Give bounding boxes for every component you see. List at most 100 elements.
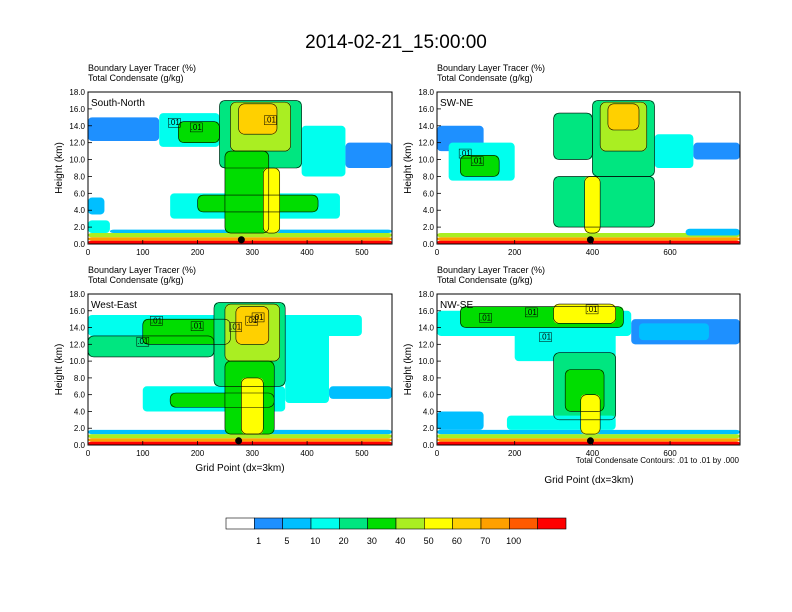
y-tick-label: 14.0: [69, 122, 85, 131]
y-tick-label: 10.0: [69, 156, 85, 165]
condensate-contour: [460, 306, 624, 328]
y-tick-label: 4.0: [423, 206, 435, 215]
y-tick-label: 0.0: [74, 240, 86, 249]
x-tick-label: 600: [663, 248, 677, 257]
y-tick-label: 10.0: [69, 357, 85, 366]
tracer-region: [241, 377, 264, 435]
contour-label-box: [525, 307, 538, 318]
contour-label-box: [229, 322, 242, 332]
tracer-region: [685, 228, 740, 236]
tracer-region: [142, 319, 231, 345]
panel-header-tracer: Boundary Layer Tracer (%): [88, 265, 196, 275]
contour-label-box: [168, 117, 181, 128]
contour-note: Total Condensate Contours: .01 to .01 by…: [576, 456, 740, 465]
y-tick-label: 6.0: [423, 189, 435, 198]
y-axis-label: Height (km): [403, 344, 414, 396]
contour-label: .01: [191, 123, 203, 132]
tracer-region: [88, 233, 392, 238]
x-tick-label: 300: [246, 248, 260, 257]
y-tick-label: 6.0: [423, 391, 435, 400]
condensate-contour: [238, 103, 278, 135]
tracer-region: [639, 323, 709, 341]
x-tick-label: 0: [86, 248, 91, 257]
y-axis-label: Height (km): [54, 142, 65, 194]
contour-label: .01: [460, 149, 472, 158]
tracer-region: [580, 394, 601, 435]
y-tick-label: 18.0: [418, 88, 434, 97]
colorbar-segment: [395, 517, 425, 530]
contour-label-box: [479, 313, 492, 323]
tracer-region: [584, 176, 601, 234]
tracer-region: [345, 142, 392, 168]
contour-label-box: [136, 336, 150, 347]
panel-label: South-North: [91, 98, 145, 109]
condensate-contour: [213, 302, 286, 387]
colorbar-segment: [282, 517, 312, 530]
colorbar-label: 5: [284, 536, 289, 546]
x-tick-label: 100: [136, 449, 150, 458]
contour-label-box: [458, 148, 472, 159]
contour-label: .01: [192, 322, 204, 331]
x-tick-label: 0: [435, 248, 440, 257]
tracer-region: [263, 168, 280, 234]
tracer-region: [88, 220, 110, 234]
y-tick-label: 2.0: [74, 424, 86, 433]
tracer-region: [437, 233, 740, 238]
condensate-contour: [219, 100, 302, 169]
contour-label: .01: [472, 157, 484, 166]
y-tick-label: 12.0: [418, 340, 434, 349]
figure-title: 2014-02-21_15:00:00: [305, 32, 487, 53]
x-tick-label: 100: [136, 248, 150, 257]
tracer-region: [654, 134, 694, 168]
y-tick-label: 0.0: [423, 240, 435, 249]
colorbar-segment: [452, 517, 482, 530]
contour-label-box: [190, 321, 204, 331]
panel-label: West-East: [91, 300, 137, 311]
y-axis-label: Height (km): [403, 142, 414, 194]
tracer-region: [329, 386, 392, 399]
y-tick-label: 8.0: [74, 374, 86, 383]
colorbar-label: 70: [480, 536, 490, 546]
contour-label-box: [539, 332, 552, 342]
x-tick-label: 400: [586, 248, 600, 257]
y-tick-label: 18.0: [69, 290, 85, 299]
colorbar-segment: [310, 517, 340, 530]
tracer-region: [238, 103, 277, 135]
y-tick-label: 6.0: [74, 189, 86, 198]
x-axis-label: Grid Point (dx=3km): [195, 463, 284, 474]
y-tick-label: 6.0: [74, 391, 86, 400]
x-tick-label: 600: [663, 449, 677, 458]
location-marker: [237, 236, 245, 244]
condensate-contour: [241, 377, 264, 435]
x-axis-label: Grid Point (dx=3km): [544, 475, 633, 486]
tracer-region: [285, 319, 330, 404]
colorbar-label: 20: [339, 536, 349, 546]
contour-label: .01: [540, 333, 552, 342]
y-tick-label: 12.0: [69, 340, 85, 349]
condensate-contour: [235, 306, 270, 345]
tracer-region: [88, 197, 105, 215]
panel-header-tracer: Boundary Layer Tracer (%): [437, 265, 545, 275]
x-tick-label: 400: [300, 449, 314, 458]
condensate-contour: [224, 150, 270, 234]
colorbar-label: 40: [395, 536, 405, 546]
contour-label: .01: [526, 308, 538, 317]
location-marker: [586, 437, 594, 445]
contour-label-box: [150, 316, 163, 326]
condensate-contour: [262, 167, 281, 234]
x-tick-label: 400: [300, 248, 314, 257]
y-tick-label: 12.0: [69, 139, 85, 148]
plot-frame: [87, 91, 393, 245]
y-tick-label: 14.0: [418, 324, 434, 333]
contour-label: .01: [480, 313, 492, 322]
contour-label-box: [245, 315, 259, 326]
colorbar-segment: [509, 517, 538, 530]
colorbar-segment: [424, 517, 453, 530]
colorbar-label: 60: [452, 536, 462, 546]
tracer-region: [88, 434, 392, 439]
y-tick-label: 10.0: [418, 156, 434, 165]
colorbar-label: 10: [310, 536, 320, 546]
tracer-region: [607, 103, 639, 130]
x-tick-label: 300: [246, 449, 260, 458]
